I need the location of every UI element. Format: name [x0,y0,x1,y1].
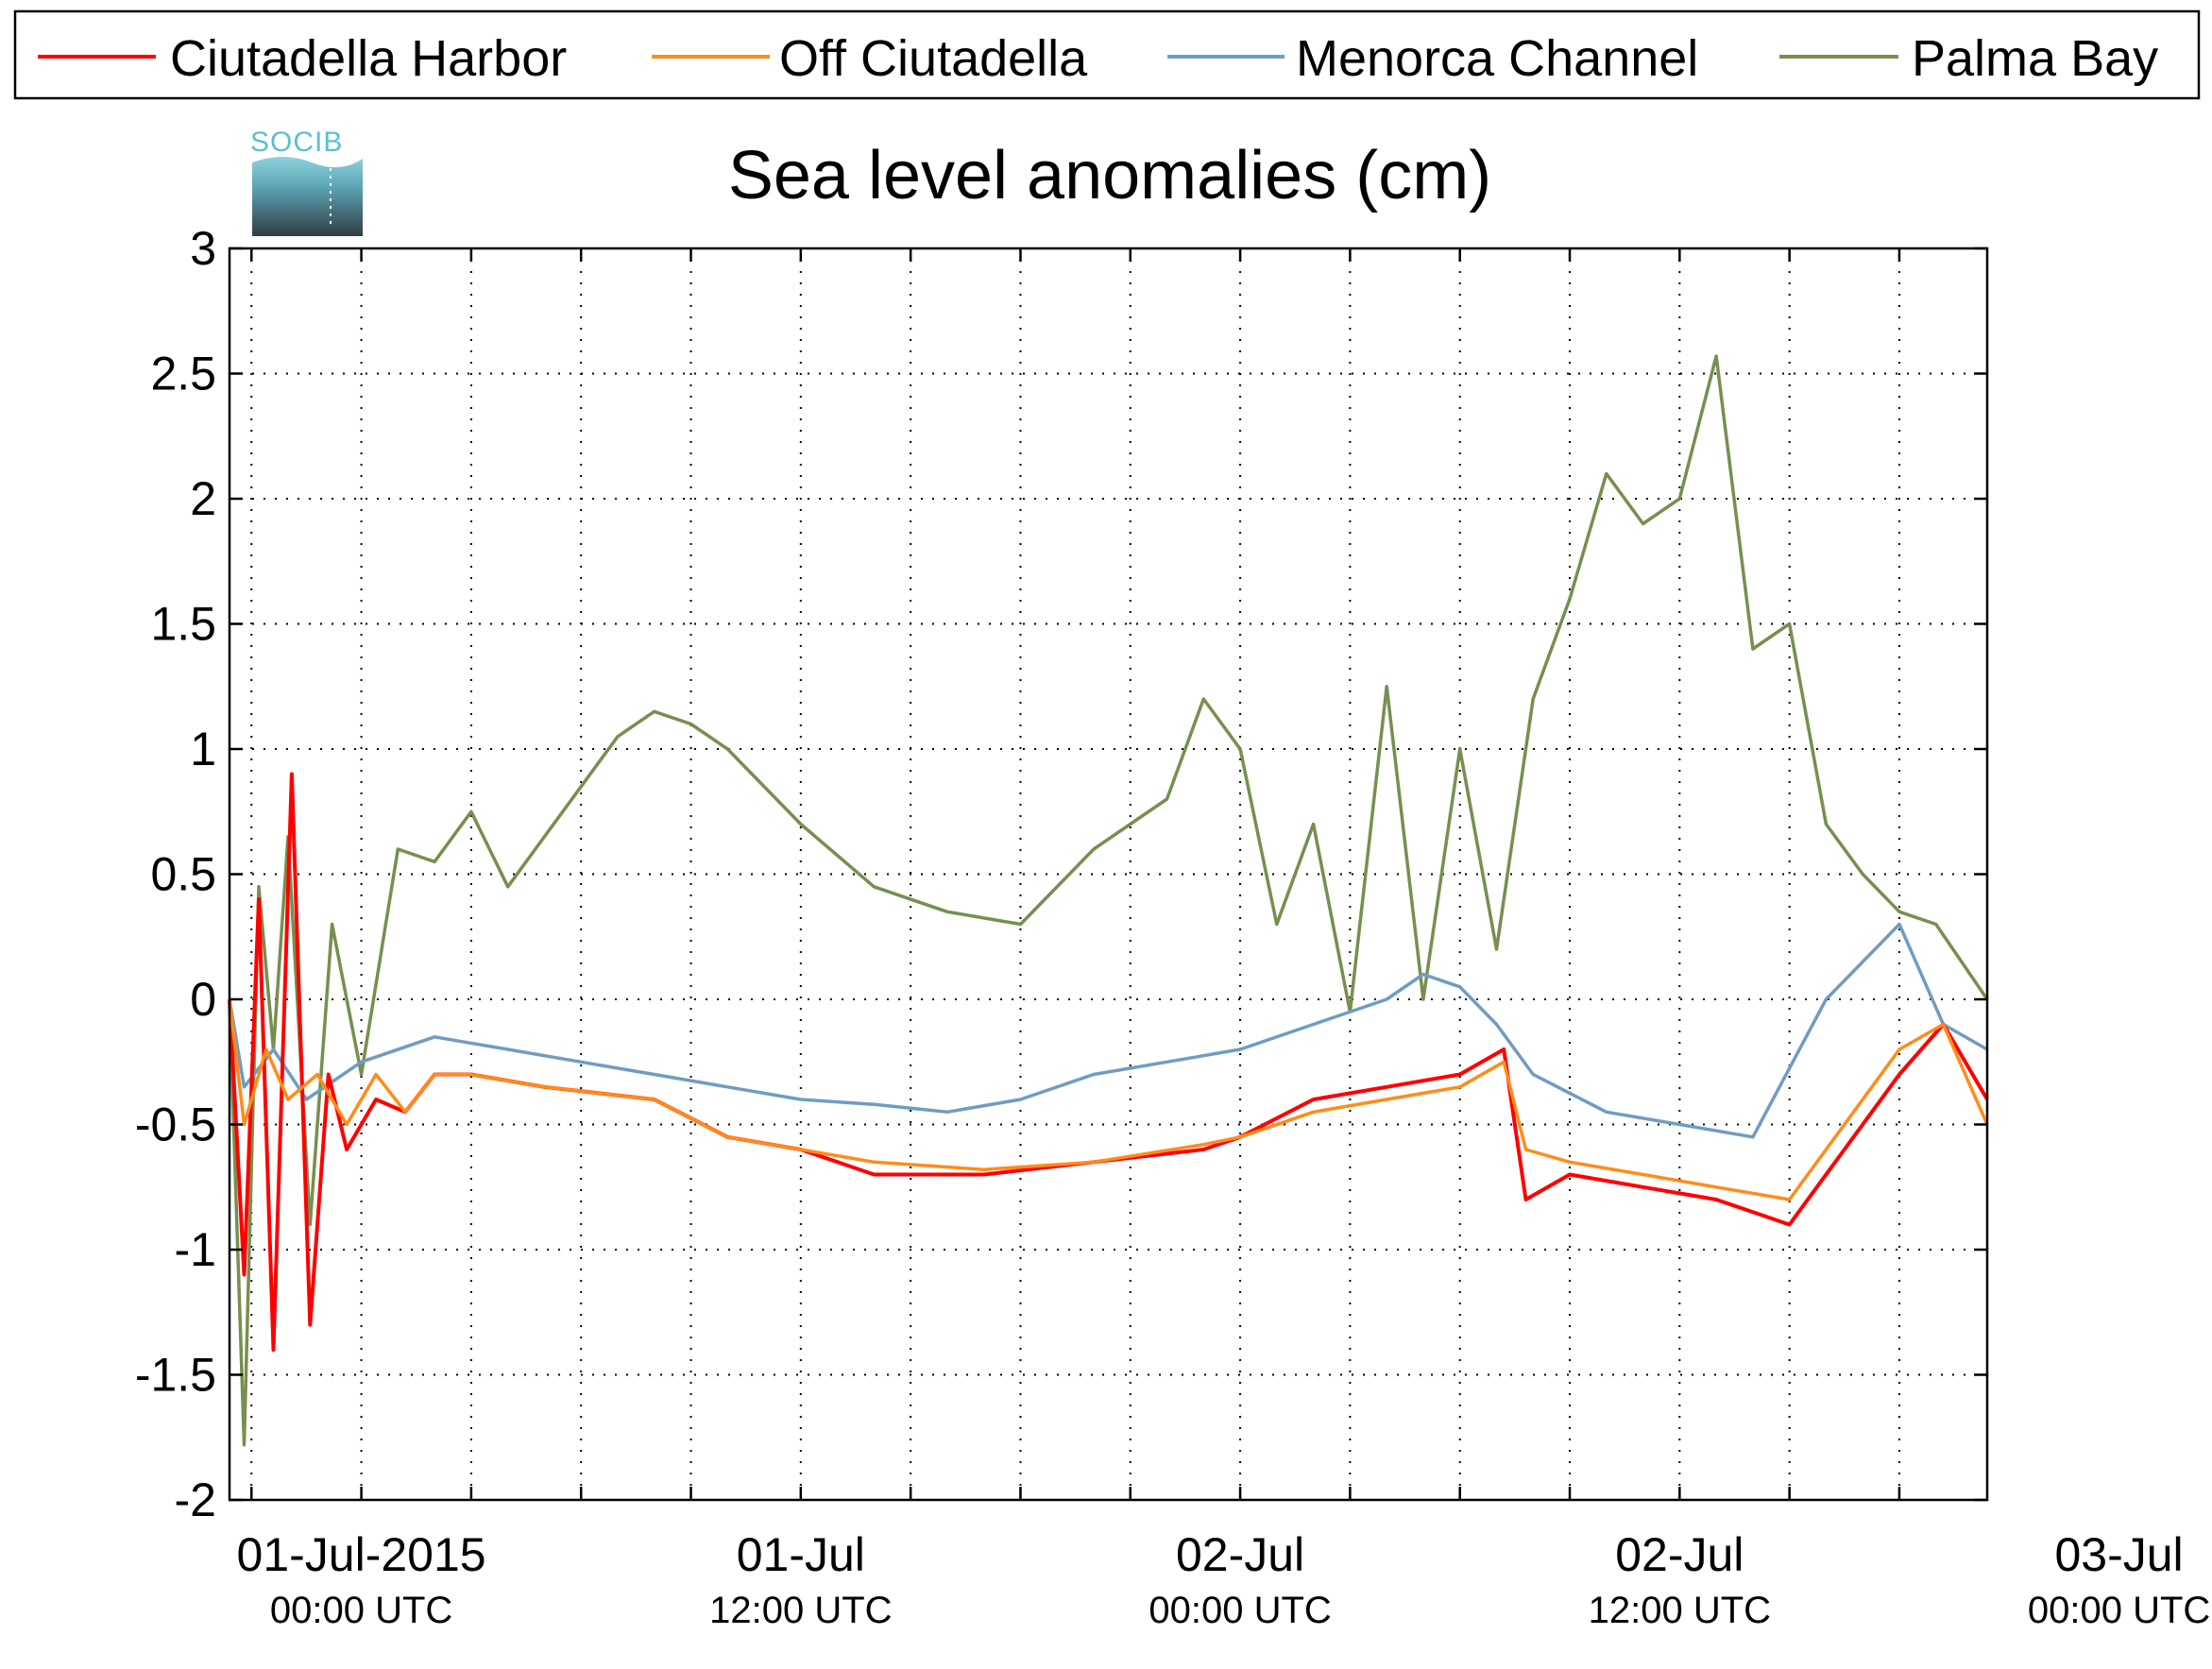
y-tick-label: -1.5 [135,1349,216,1402]
legend-label-off-ciutadella: Off Ciutadella [779,30,1088,87]
y-tick-label: 0.5 [150,848,216,901]
logo-text: SOCIB [250,127,343,158]
y-tick-label: 1.5 [150,598,216,651]
y-tick-label: 0 [190,973,216,1026]
legend: Ciutadella Harbor Off Ciutadella Menorca… [13,9,2201,100]
plot-frame [228,247,1989,1502]
y-tick-label: -2 [175,1473,216,1526]
ticks-layer [230,247,1987,1502]
y-tick-label: 3 [190,222,216,275]
x-tick-label-date: 01-Jul-2015 [237,1528,486,1581]
x-tick-label-date: 02-Jul [1176,1528,1304,1581]
series-layer [228,354,1989,1447]
x-tick-label-time: 00:00 UTC [2028,1590,2210,1631]
y-tick-label: 2 [190,472,216,525]
series-line-menorca-channel [228,922,1988,1139]
y-tick-label: 2.5 [150,348,216,400]
x-tick-label-date: 01-Jul [737,1528,865,1581]
y-tick-labels: -2 -1.5 -1 -0.5 0 0.5 1 1.5 2 2.5 3 [135,222,216,1526]
legend-label-palma-bay: Palma Bay [1912,30,2158,87]
series-line-off-ciutadella [228,998,1989,1201]
socib-logo: SOCIB [250,127,363,236]
series-line-ciutadella-harbor [228,772,1989,1352]
y-tick-label: -0.5 [135,1098,216,1151]
y-tick-label: -1 [175,1223,216,1276]
x-tick-label-time: 00:00 UTC [270,1590,452,1631]
legend-label-ciutadella-harbor: Ciutadella Harbor [170,30,567,87]
x-tick-label-time: 12:00 UTC [709,1590,892,1631]
chart-title: Sea level anomalies (cm) [728,138,1491,213]
logo-wave-shape [252,157,363,236]
y-tick-label: 1 [190,723,216,775]
x-tick-label-time: 00:00 UTC [1149,1590,1331,1631]
x-tick-labels: 01-Jul-2015 00:00 UTC 01-Jul 12:00 UTC 02-Ju… [237,1528,2211,1631]
grid-layer [230,248,1987,1500]
x-tick-label-time: 12:00 UTC [1589,1590,1771,1631]
series-line-palma-bay [228,354,1989,1447]
legend-label-menorca-channel: Menorca Channel [1296,30,1698,87]
x-tick-label-date: 03-Jul [2054,1528,2183,1581]
x-tick-label-date: 02-Jul [1615,1528,1744,1581]
